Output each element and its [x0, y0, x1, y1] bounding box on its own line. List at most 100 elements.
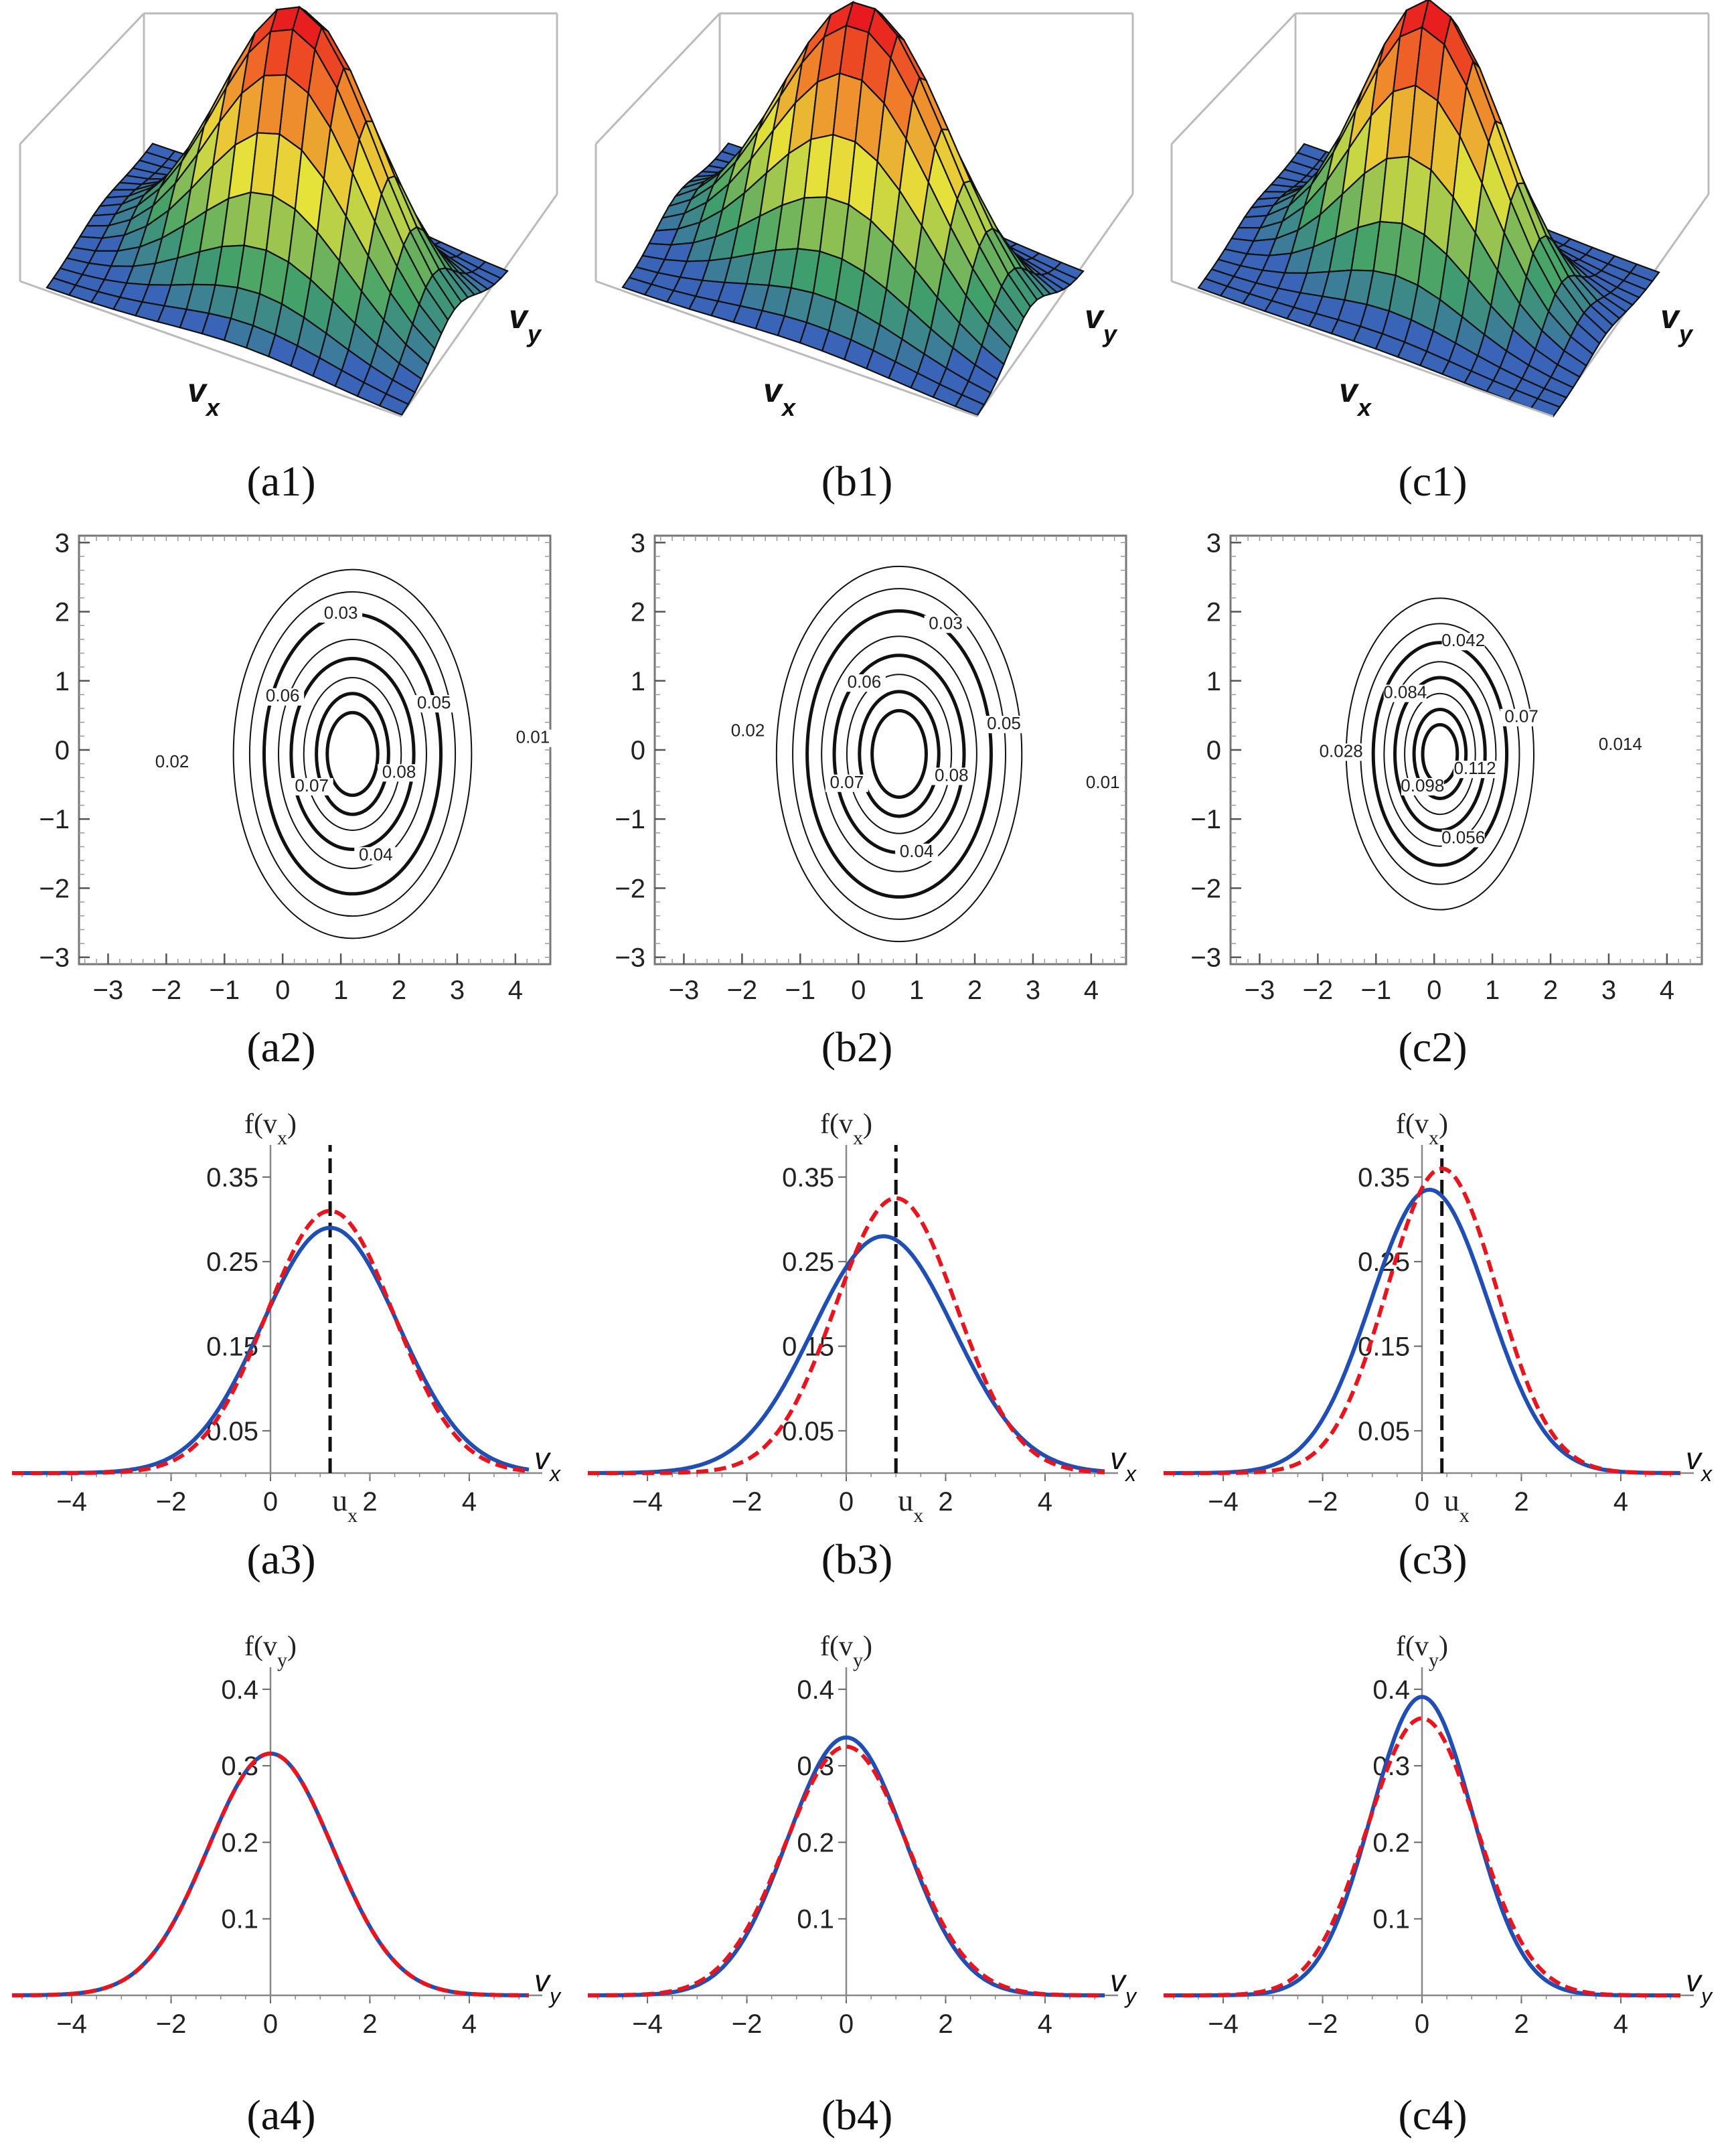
- contour-label: 0.03: [324, 603, 358, 623]
- box-edge: [19, 280, 402, 418]
- contour-label-bg: [378, 764, 421, 782]
- panel-a4: −4 −2 0 2 4 0.1 0.2 0.3 0.4 f(vy) vy (a4): [12, 1631, 562, 2139]
- x-tick-label: 2: [362, 1487, 377, 1517]
- contour-line: [858, 690, 941, 818]
- x-tick-label: 0: [839, 1487, 854, 1517]
- contour-label-bg: [1453, 761, 1497, 779]
- y-tick-label: 0.2: [1372, 1828, 1410, 1857]
- axis-label-vy-sub: y: [1102, 320, 1118, 348]
- axis-label-vx-sub: x: [1356, 394, 1372, 421]
- panel-label-a4: (a4): [246, 2091, 315, 2139]
- y-tick-label: 0.1: [797, 1905, 834, 1934]
- x-tick-label: 0: [263, 1487, 278, 1517]
- contour-label-bg: [930, 767, 973, 785]
- y-tick-label: 0: [55, 736, 70, 765]
- x-tick-label: 0: [839, 2009, 854, 2039]
- y-tick-label: 0.05: [782, 1417, 834, 1446]
- panel-label-b2: (b2): [821, 1023, 893, 1071]
- contour-line: [1393, 676, 1487, 832]
- x-tick-label: −2: [732, 2009, 763, 2039]
- panel-c1: vx vy (c1): [1170, 0, 1710, 505]
- plot-frame: [653, 534, 1127, 966]
- y-axis-label-sub: x: [853, 1127, 863, 1149]
- x-axis-label-sub: y: [1700, 1984, 1713, 2008]
- box-edge: [976, 194, 1134, 416]
- contour-label: 0.042: [1441, 630, 1485, 650]
- contour-label-bg: [842, 674, 886, 692]
- y-tick-label: 0.25: [206, 1247, 258, 1277]
- y-tick-label: −2: [615, 874, 645, 903]
- y-tick-label: 3: [55, 528, 70, 558]
- x-tick-label: 1: [333, 976, 348, 1005]
- contour-line: [1412, 708, 1468, 800]
- x-axis-label-sub: x: [1700, 1462, 1713, 1486]
- y-axis-label: f(vx): [244, 1109, 297, 1149]
- y-tick-label: 3: [1206, 528, 1221, 558]
- contour-label: 0.084: [1383, 682, 1427, 702]
- panel-b4: −4 −2 0 2 40.10.20.30.4f(vy)vy(b4): [587, 1631, 1137, 2139]
- series-dashed: [588, 1196, 1105, 1475]
- x-axis-label-sub: x: [1124, 1462, 1137, 1486]
- y-tick-label: −2: [39, 874, 70, 903]
- x-axis-label: vy: [1686, 1963, 1713, 2008]
- contour-label-bg: [825, 774, 868, 792]
- x-tick-label: −2: [151, 976, 182, 1005]
- contour-label: 0.028: [1320, 741, 1363, 761]
- x-tick-label: 0: [1415, 1487, 1429, 1517]
- y-tick-label: 1: [55, 667, 70, 696]
- x-tick-label: −4: [56, 1487, 87, 1517]
- panel-label-a2: (a2): [246, 1023, 315, 1071]
- x-axis-label-sub: x: [548, 1462, 561, 1486]
- x-axis-label: vy: [1110, 1963, 1137, 2008]
- panel-b2: −3 −2 −1 0 1 2 3 4 −3 −2 −1 0 1 2 3 0.01 0.02 0.03 0.04 0.0…: [615, 528, 1127, 1071]
- contour-label: 0.07: [1504, 706, 1538, 726]
- contour-label-bg: [1383, 684, 1427, 702]
- panel-label-a3: (a3): [246, 1535, 315, 1583]
- y-axis-label: f(vx): [820, 1109, 872, 1149]
- x-tick-label: 1: [1485, 976, 1500, 1005]
- contour-line: [846, 674, 953, 834]
- x-tick-label: 4: [462, 2009, 477, 2039]
- y-tick-label: 2: [55, 598, 70, 627]
- contour-line: [248, 591, 457, 917]
- contour-label-bg: [511, 729, 554, 747]
- axis-label-vx-sub: x: [781, 394, 797, 421]
- x-tick-label: 0: [275, 976, 290, 1005]
- contour-label-bg: [1320, 743, 1363, 761]
- contour-line: [315, 692, 390, 816]
- contour-label-bg: [1599, 737, 1642, 754]
- x-tick-label: −2: [732, 1487, 763, 1517]
- panel-label-b4: (b4): [821, 2091, 893, 2139]
- y-tick-label: 1: [631, 667, 645, 696]
- x-tick-label: 2: [1514, 1487, 1528, 1517]
- x-tick-label: −3: [1245, 976, 1275, 1005]
- panel-label-b3: (b3): [821, 1535, 893, 1583]
- x-tick-label: −2: [156, 1487, 187, 1517]
- y-tick-label: 0.4: [1372, 1675, 1410, 1705]
- x-axis-label: vx: [1110, 1441, 1137, 1486]
- x-tick-label: 3: [1026, 976, 1040, 1005]
- surface-cell: [954, 394, 985, 416]
- y-tick-label: 0.2: [797, 1828, 834, 1857]
- y-tick-label: 0.3: [221, 1752, 258, 1781]
- contour-label: 0.014: [1599, 734, 1642, 754]
- plot-frame: [78, 534, 552, 966]
- x-axis-label: vx: [534, 1441, 561, 1486]
- y-tick-label: 0.1: [1372, 1905, 1410, 1934]
- x-tick-label: 4: [462, 1487, 477, 1517]
- x-tick-label: −4: [632, 1487, 663, 1517]
- contour-label-bg: [982, 716, 1026, 734]
- axis-label-vx-sub: x: [205, 394, 221, 421]
- x-tick-label: 3: [450, 976, 465, 1005]
- panel-label-c4: (c4): [1398, 2091, 1467, 2139]
- y-tick-label: 0.15: [1358, 1332, 1410, 1362]
- y-tick-label: 0.35: [1358, 1163, 1410, 1193]
- y-tick-label: −3: [1190, 943, 1221, 973]
- axis-label-vy-sub: y: [1678, 320, 1694, 348]
- box-edge: [19, 12, 145, 145]
- x-tick-label: 4: [1038, 1487, 1052, 1517]
- contour-label-bg: [924, 615, 967, 633]
